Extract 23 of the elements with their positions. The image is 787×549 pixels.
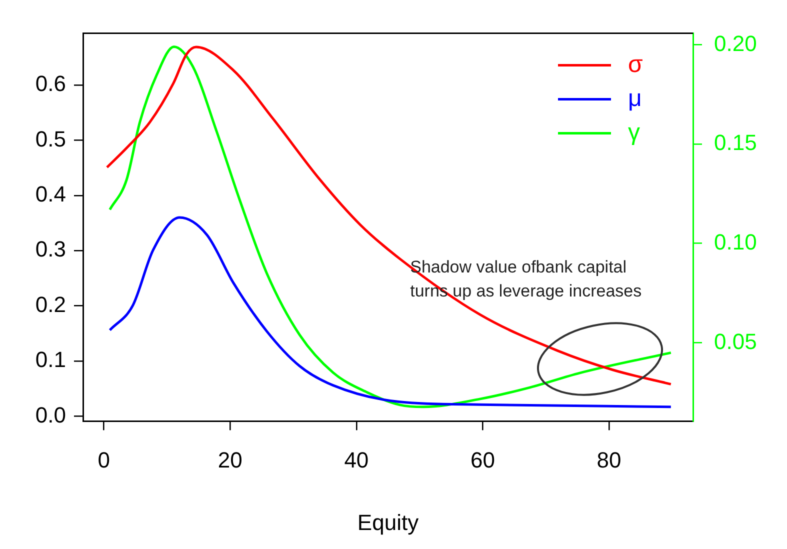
x-tick-label: 0 — [98, 447, 110, 472]
x-axis-title: Equity — [357, 510, 419, 535]
x-tick-label: 80 — [596, 447, 622, 472]
y2-tick-label: 0.05 — [714, 328, 757, 354]
y-tick-label: 0.2 — [35, 292, 66, 317]
y-tick-label: 0.3 — [35, 236, 66, 262]
x-tick-label: 60 — [470, 447, 495, 472]
y2-tick-label: 0.10 — [714, 229, 757, 254]
y2-tick-label: 0.15 — [714, 130, 757, 156]
y-tick-label: 0.5 — [35, 126, 66, 152]
x-tick-label: 20 — [218, 447, 242, 472]
y-tick-label: 0.0 — [35, 402, 66, 428]
legend-label: γ — [628, 118, 640, 146]
y-tick-label: 0.4 — [35, 182, 66, 207]
y2-tick-label: 0.20 — [714, 30, 757, 56]
line-series — [108, 216, 672, 408]
y-tick-label: 0.6 — [35, 71, 66, 96]
y-tick-label: 0.1 — [35, 347, 66, 372]
x-tick-label: 40 — [344, 447, 369, 472]
annotation: turns up as leverage increases — [410, 282, 642, 301]
legend-label: σ — [628, 50, 643, 78]
legend-label: μ — [628, 84, 642, 112]
annotation: Shadow value ofbank capital — [410, 258, 627, 277]
